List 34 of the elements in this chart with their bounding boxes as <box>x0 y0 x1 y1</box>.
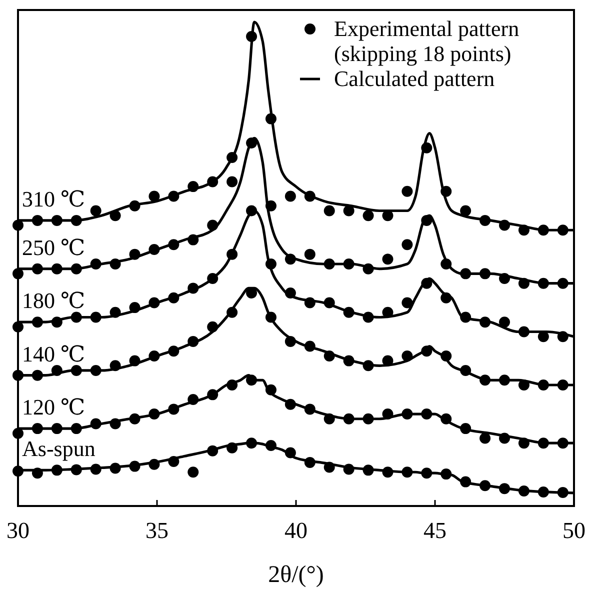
x-tick-label: 50 <box>562 518 586 543</box>
point <box>12 268 24 280</box>
x-axis-title: 2θ/(°) <box>268 562 324 588</box>
point <box>284 190 296 202</box>
point <box>148 190 160 202</box>
point <box>12 428 24 439</box>
point <box>402 239 413 250</box>
point <box>343 205 354 216</box>
annotation: As-spun <box>22 436 96 462</box>
point <box>382 254 394 265</box>
point <box>304 248 316 260</box>
annotation: 120 ℃ <box>22 394 86 420</box>
point <box>12 220 24 231</box>
x-tick-label: 35 <box>146 518 168 543</box>
point <box>226 176 238 188</box>
point <box>188 466 199 478</box>
annotation: 180 ℃ <box>22 288 86 314</box>
point <box>499 316 510 328</box>
x-tick-label: 45 <box>424 518 446 543</box>
point <box>90 205 102 216</box>
point <box>324 205 335 216</box>
x-tick-label: 30 <box>6 518 30 543</box>
point <box>460 205 472 216</box>
annotation: 250 ℃ <box>22 234 86 260</box>
point <box>402 297 413 308</box>
point <box>362 210 374 222</box>
annotation: 140 ℃ <box>22 341 86 366</box>
legend-label: Experimental pattern (skipping 18 points) <box>334 16 520 66</box>
point <box>402 186 413 197</box>
point <box>480 432 491 444</box>
annotation: 310 ℃ <box>22 186 86 212</box>
point <box>12 321 24 332</box>
legend-label: Calculated pattern <box>334 66 495 91</box>
x-tick-label: 40 <box>284 518 308 543</box>
